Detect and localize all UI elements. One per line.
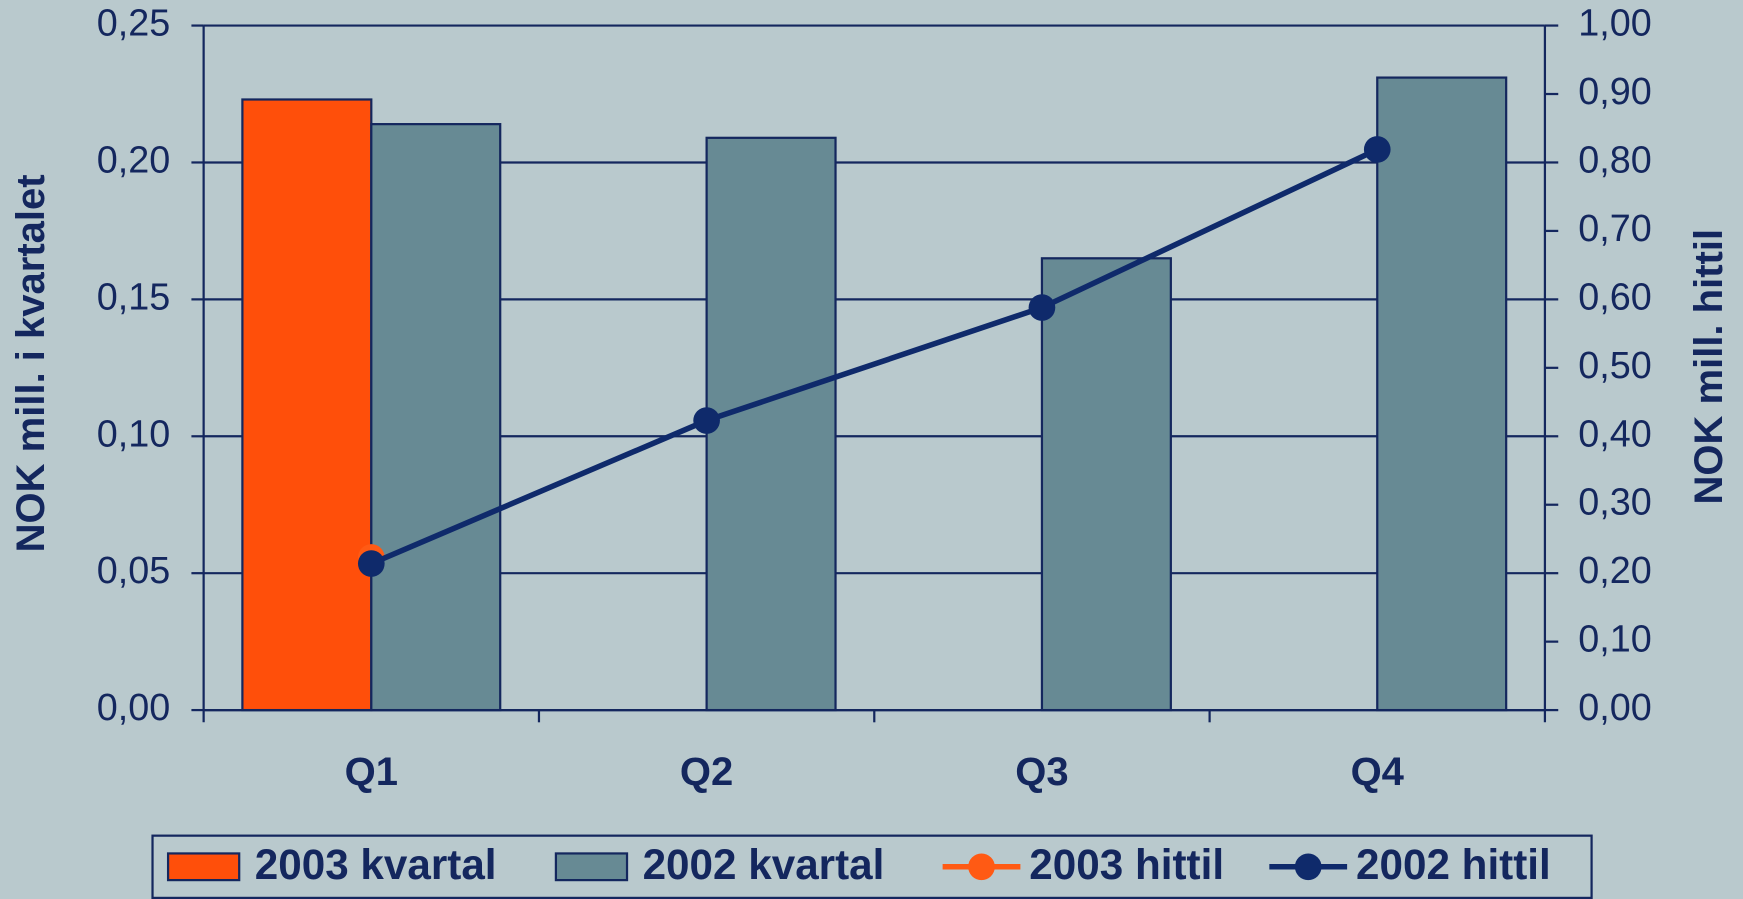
- y2-tick-label: 0,20: [1578, 550, 1652, 592]
- line-marker: [1028, 294, 1056, 321]
- y2-tick-label: 0,00: [1578, 687, 1652, 729]
- y2-tick-label: 0,60: [1578, 276, 1652, 318]
- line-marker: [357, 550, 385, 577]
- legend-swatch: [554, 852, 629, 882]
- legend-label: 2003 kvartal: [255, 841, 497, 888]
- bar: [1040, 257, 1172, 712]
- x-tick-label: Q4: [1351, 750, 1405, 794]
- line-marker: [1363, 136, 1391, 163]
- legend-marker: [1294, 853, 1322, 881]
- legend-label: 2002 hittil: [1356, 841, 1551, 888]
- y2-tick-label: 0,50: [1578, 345, 1652, 387]
- legend-label: 2002 kvartal: [643, 841, 885, 888]
- x-tick-label: Q3: [1015, 750, 1068, 794]
- legend-label: 2003 hittil: [1029, 841, 1224, 888]
- legend-box: [151, 834, 1593, 899]
- y2-tick-label: 1,00: [1578, 3, 1652, 45]
- bar: [241, 98, 373, 712]
- y-tick-label: 0,20: [97, 139, 171, 181]
- line-marker: [693, 407, 720, 434]
- y2-tick-label: 0,90: [1578, 71, 1652, 113]
- x-tick-label: Q2: [680, 750, 733, 794]
- y2-tick-label: 0,70: [1578, 208, 1652, 250]
- y2-tick-label: 0,40: [1578, 413, 1652, 455]
- y2-axis-title: NOK mill. hittil: [1687, 229, 1731, 505]
- line: [370, 146, 1379, 567]
- y-tick-label: 0,15: [97, 276, 171, 318]
- y2-tick-label: 0,30: [1578, 482, 1652, 524]
- y-tick-label: 0,00: [97, 687, 171, 729]
- y-axis-title: NOK mill. i kvartalet: [9, 174, 53, 552]
- legend-swatch: [166, 852, 241, 882]
- bar: [705, 136, 837, 712]
- y2-tick-label: 0,10: [1578, 619, 1652, 661]
- y-tick-label: 0,05: [97, 550, 171, 592]
- y-tick-label: 0,25: [97, 3, 171, 45]
- bar: [370, 123, 502, 712]
- legend-marker: [968, 853, 995, 881]
- y-tick-label: 0,10: [97, 413, 171, 455]
- x-tick-label: Q1: [345, 750, 398, 794]
- y2-tick-label: 0,80: [1578, 139, 1652, 181]
- bar: [1376, 76, 1508, 712]
